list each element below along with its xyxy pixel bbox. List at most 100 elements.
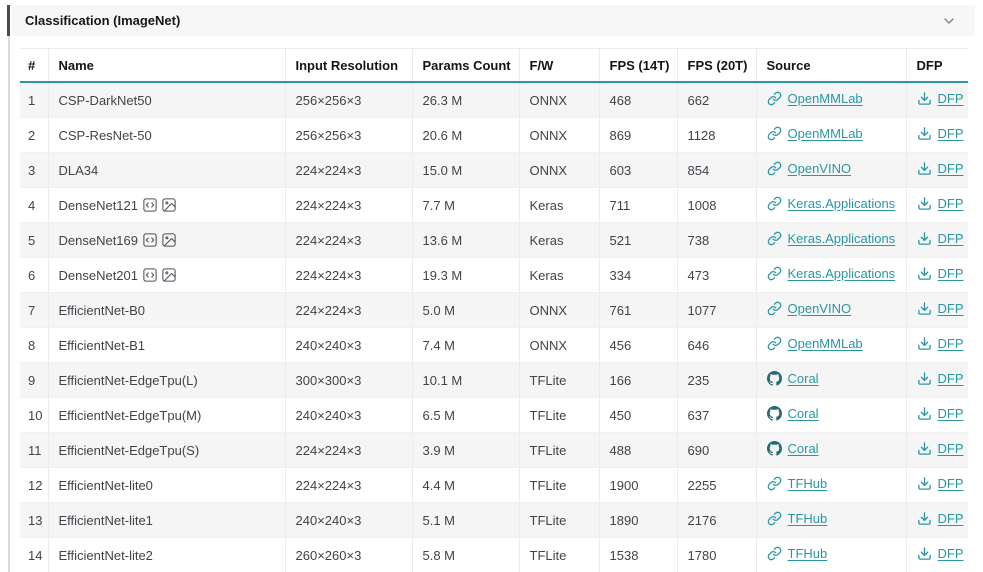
- chevron-down-icon[interactable]: [941, 13, 957, 29]
- table-row: 13 EfficientNet-lite1 240×240×3 5.1 M TF…: [20, 502, 968, 538]
- model-name: CSP-ResNet-50: [58, 127, 152, 143]
- model-name: CSP-DarkNet50: [58, 92, 152, 108]
- cell-input-resolution: 256×256×3: [285, 82, 413, 118]
- source-link[interactable]: OpenMMLab: [787, 126, 863, 141]
- cell-input-resolution: 224×224×3: [285, 292, 413, 328]
- model-name: EfficientNet-EdgeTpu(L): [58, 372, 198, 388]
- cell-name: EfficientNet-B0: [48, 292, 286, 328]
- cell-dfp: DFP: [906, 467, 968, 503]
- cell-params-count: 20.6 M: [412, 117, 520, 153]
- dfp-download-link[interactable]: DFP: [937, 476, 964, 491]
- cell-fps-20t: 473: [677, 257, 757, 293]
- source-link[interactable]: Keras.Applications: [787, 231, 896, 246]
- source-link[interactable]: OpenVINO: [787, 301, 852, 316]
- model-name: DenseNet169: [58, 232, 139, 248]
- cell-input-resolution: 224×224×3: [285, 257, 413, 293]
- section-title: Classification (ImageNet): [25, 13, 181, 28]
- cell-input-resolution: 224×224×3: [285, 222, 413, 258]
- table-row: 12 EfficientNet-lite0 224×224×3 4.4 M TF…: [20, 467, 968, 503]
- code-icon[interactable]: [143, 233, 157, 247]
- table-row: 4 DenseNet121 224×224×3 7.7 M Keras 711 …: [20, 187, 968, 223]
- code-icon[interactable]: [143, 268, 157, 282]
- cell-fps-14t: 1900: [599, 467, 678, 503]
- cell-input-resolution: 256×256×3: [285, 117, 413, 153]
- source-link[interactable]: OpenMMLab: [787, 336, 863, 351]
- dfp-download-link[interactable]: DFP: [937, 546, 964, 561]
- model-name: EfficientNet-lite2: [58, 547, 153, 563]
- dfp-download-link[interactable]: DFP: [937, 126, 964, 141]
- link-icon: [767, 126, 782, 141]
- source-link[interactable]: Keras.Applications: [787, 266, 896, 281]
- cell-params-count: 6.5 M: [412, 397, 520, 433]
- cell-fps-14t: 521: [599, 222, 678, 258]
- cell-source: TFHub: [756, 467, 907, 503]
- cell-source: Coral: [756, 362, 907, 398]
- cell-fw: TFLite: [519, 467, 600, 503]
- cell-source: Keras.Applications: [756, 257, 907, 293]
- cell-fps-14t: 869: [599, 117, 678, 153]
- source-link[interactable]: OpenMMLab: [787, 91, 863, 106]
- cell-params-count: 15.0 M: [412, 152, 520, 188]
- dfp-download-link[interactable]: DFP: [937, 196, 964, 211]
- source-link[interactable]: OpenVINO: [787, 161, 852, 176]
- col-header-params-count: Params Count: [412, 48, 520, 83]
- cell-num: 10: [20, 397, 49, 433]
- cell-fps-20t: 1128: [677, 117, 757, 153]
- dfp-download-link[interactable]: DFP: [937, 301, 964, 316]
- download-icon: [917, 126, 932, 141]
- code-icon[interactable]: [143, 198, 157, 212]
- image-icon[interactable]: [162, 268, 176, 282]
- cell-input-resolution: 240×240×3: [285, 327, 413, 363]
- cell-fps-14t: 456: [599, 327, 678, 363]
- dfp-download-link[interactable]: DFP: [937, 161, 964, 176]
- source-link[interactable]: TFHub: [787, 511, 828, 526]
- source-link[interactable]: Coral: [787, 371, 819, 386]
- table-header-row: # Name Input Resolution Params Count F/W…: [20, 48, 968, 83]
- cell-params-count: 3.9 M: [412, 432, 520, 468]
- download-icon: [917, 301, 932, 316]
- source-link[interactable]: Coral: [787, 441, 819, 456]
- col-header-fps-20t: FPS (20T): [677, 48, 757, 83]
- source-link[interactable]: TFHub: [787, 476, 828, 491]
- model-name: EfficientNet-EdgeTpu(M): [58, 407, 202, 423]
- cell-input-resolution: 224×224×3: [285, 467, 413, 503]
- dfp-download-link[interactable]: DFP: [937, 266, 964, 281]
- cell-source: Keras.Applications: [756, 187, 907, 223]
- cell-num: 11: [20, 432, 49, 468]
- col-header-source: Source: [756, 48, 907, 83]
- cell-source: OpenVINO: [756, 292, 907, 328]
- cell-fw: ONNX: [519, 292, 600, 328]
- cell-name: EfficientNet-EdgeTpu(S): [48, 432, 286, 468]
- cell-dfp: DFP: [906, 257, 968, 293]
- model-name: DenseNet121: [58, 197, 139, 213]
- source-link[interactable]: Keras.Applications: [787, 196, 896, 211]
- section-accent-bar: [7, 5, 10, 36]
- cell-fps-14t: 1538: [599, 537, 678, 572]
- dfp-download-link[interactable]: DFP: [937, 371, 964, 386]
- source-link[interactable]: TFHub: [787, 546, 828, 561]
- cell-num: 13: [20, 502, 49, 538]
- cell-name: DenseNet169: [48, 222, 286, 258]
- cell-input-resolution: 224×224×3: [285, 432, 413, 468]
- col-header-name: Name: [48, 48, 286, 83]
- image-icon[interactable]: [162, 233, 176, 247]
- cell-fps-20t: 1008: [677, 187, 757, 223]
- dfp-download-link[interactable]: DFP: [937, 441, 964, 456]
- download-icon: [917, 371, 932, 386]
- dfp-download-link[interactable]: DFP: [937, 406, 964, 421]
- cell-input-resolution: 300×300×3: [285, 362, 413, 398]
- source-link[interactable]: Coral: [787, 406, 819, 421]
- table-row: 14 EfficientNet-lite2 260×260×3 5.8 M TF…: [20, 537, 968, 572]
- section-header-classification[interactable]: Classification (ImageNet): [11, 5, 975, 36]
- dfp-download-link[interactable]: DFP: [937, 336, 964, 351]
- github-icon: [766, 406, 782, 421]
- link-icon: [767, 91, 782, 106]
- dfp-download-link[interactable]: DFP: [937, 231, 964, 246]
- left-rail-divider: [8, 36, 10, 572]
- dfp-download-link[interactable]: DFP: [937, 511, 964, 526]
- dfp-download-link[interactable]: DFP: [937, 91, 964, 106]
- link-icon: [767, 301, 782, 316]
- cell-dfp: DFP: [906, 502, 968, 538]
- image-icon[interactable]: [162, 198, 176, 212]
